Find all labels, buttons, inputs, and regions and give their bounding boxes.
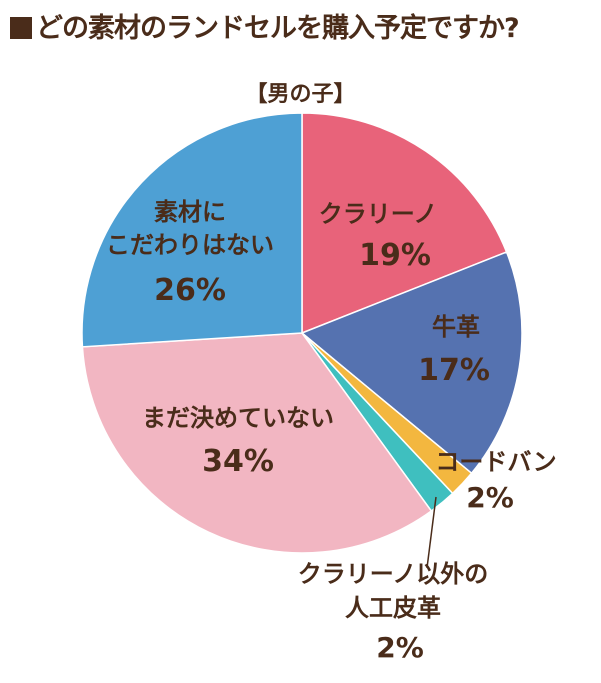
slice-other-artificial-leather-percent: 2% bbox=[376, 631, 424, 664]
slice-no-preference-percent: 26% bbox=[154, 273, 226, 308]
slice-no-preference-label: こだわりはない bbox=[106, 231, 274, 259]
chart-title-text: どの素材のランドセルを購入予定ですか? bbox=[36, 13, 520, 44]
slice-other-artificial-leather-label: 人工皮革 bbox=[345, 594, 441, 622]
slice-undecided-label: まだ決めていない bbox=[142, 404, 334, 432]
leader-line bbox=[426, 496, 437, 569]
slice-cowhide-percent: 17% bbox=[418, 353, 490, 388]
slice-cowhide-label: 牛革 bbox=[432, 313, 480, 341]
chart-title: どの素材のランドセルを購入予定ですか? bbox=[10, 6, 520, 45]
slice-undecided-percent: 34% bbox=[202, 444, 274, 479]
slice-no-preference-label: 素材に bbox=[154, 198, 226, 226]
title-square-icon bbox=[10, 17, 32, 39]
slice-cowhide bbox=[300, 251, 523, 475]
slice-clarino-percent: 19% bbox=[359, 238, 431, 273]
slice-cordovan-percent: 2% bbox=[466, 481, 514, 514]
slice-clarino-label: クラリーノ bbox=[319, 200, 438, 228]
slice-undecided bbox=[81, 332, 433, 554]
slice-clarino bbox=[301, 112, 508, 335]
chart-subtitle: 【男の子】 bbox=[245, 82, 356, 107]
slice-cordovan-label: コードバン bbox=[435, 448, 556, 476]
slice-other-artificial-leather-label: クラリーノ以外の bbox=[298, 560, 489, 588]
slice-no-preference bbox=[81, 112, 303, 348]
